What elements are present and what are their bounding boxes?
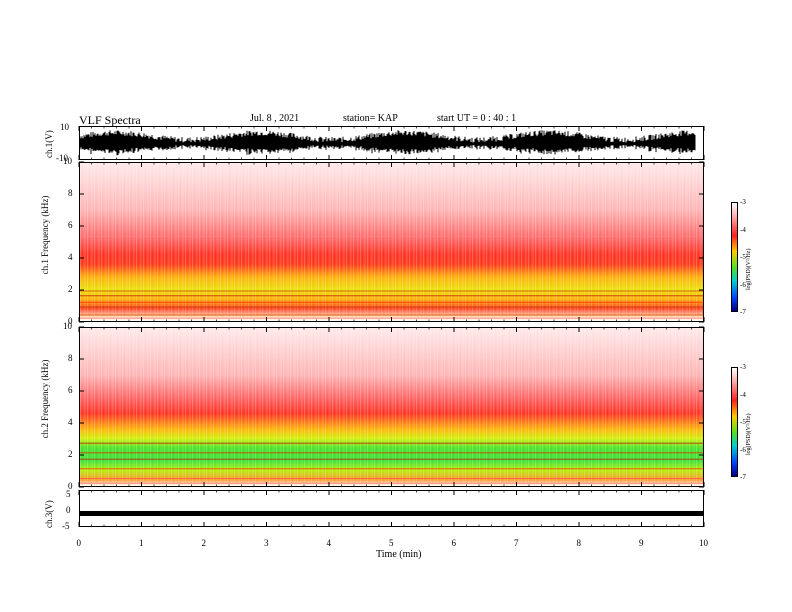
ch2-colorbar — [731, 367, 738, 477]
x-tick-label: 10 — [699, 538, 708, 548]
ch1-ytick-bottom: -10 — [56, 153, 68, 163]
colorbar-tick-label: -6 — [740, 445, 746, 454]
freq-tick-label: 0 — [68, 316, 73, 326]
x-tick-label: 7 — [514, 538, 519, 548]
ch3-waveform-panel — [79, 490, 704, 527]
start-time-label: start UT = 0 : 40 : 1 — [437, 113, 517, 124]
colorbar-tick-label: -6 — [740, 280, 746, 289]
ch1-ytick-top: 10 — [60, 122, 69, 132]
freq-tick-label: 8 — [68, 188, 73, 198]
freq-tick-label: 2 — [68, 284, 73, 294]
colorbar-tick-label: -3 — [740, 363, 746, 371]
x-tick-label: 5 — [389, 538, 394, 548]
x-tick-label: 0 — [76, 538, 82, 548]
freq-tick-label: 10 — [63, 156, 72, 166]
ch2-spectrogram-lines — [80, 442, 703, 484]
x-tick-label: 3 — [264, 538, 269, 548]
colorbar-tick-label: -5 — [740, 253, 746, 261]
x-tick-label: 8 — [576, 538, 582, 548]
freq-tick-label: 0 — [68, 481, 73, 491]
ch2-spectrogram — [79, 327, 704, 487]
colorbar-tick-label: -4 — [740, 390, 746, 399]
ch1-waveform-trace — [80, 130, 696, 156]
colorbar-tick-label: -7 — [740, 308, 746, 316]
ch3-waveform-band — [80, 511, 703, 516]
x-axis-label: Time (min) — [376, 549, 422, 560]
freq-tick-label: 4 — [68, 417, 73, 427]
x-tick-label: 1 — [139, 538, 144, 548]
colorbar-tick-label: -4 — [740, 225, 746, 234]
x-tick-label: 9 — [639, 538, 644, 548]
colorbar-tick-label: -5 — [740, 418, 746, 426]
chart-title: VLF Spectra — [79, 113, 141, 127]
x-tick-label: 4 — [326, 538, 332, 548]
freq-tick-label: 6 — [68, 385, 73, 395]
freq-tick-label: 2 — [68, 449, 73, 459]
ch3-ytick-5: 5 — [66, 489, 71, 499]
date-label: Jul. 8 , 2021 — [250, 113, 300, 124]
ch1-colorbar — [731, 202, 738, 312]
freq-tick-label: 10 — [63, 321, 72, 331]
ch1-waveform — [80, 130, 696, 156]
ch1-spectrogram-lines — [80, 236, 703, 319]
colorbar-tick-label: -7 — [740, 473, 746, 481]
freq-tick-label: 8 — [68, 353, 73, 363]
station-label: station= KAP — [343, 113, 398, 124]
freq-tick-label: 4 — [68, 252, 73, 262]
freq-tick-label: 6 — [68, 220, 73, 230]
ch3-ytick-0: 0 — [66, 505, 71, 515]
x-tick-label: 6 — [451, 538, 457, 548]
x-tick-label: 2 — [201, 538, 207, 548]
ch3-ytick-neg5: -5 — [62, 521, 70, 531]
colorbar-tick-label: -3 — [740, 198, 746, 206]
